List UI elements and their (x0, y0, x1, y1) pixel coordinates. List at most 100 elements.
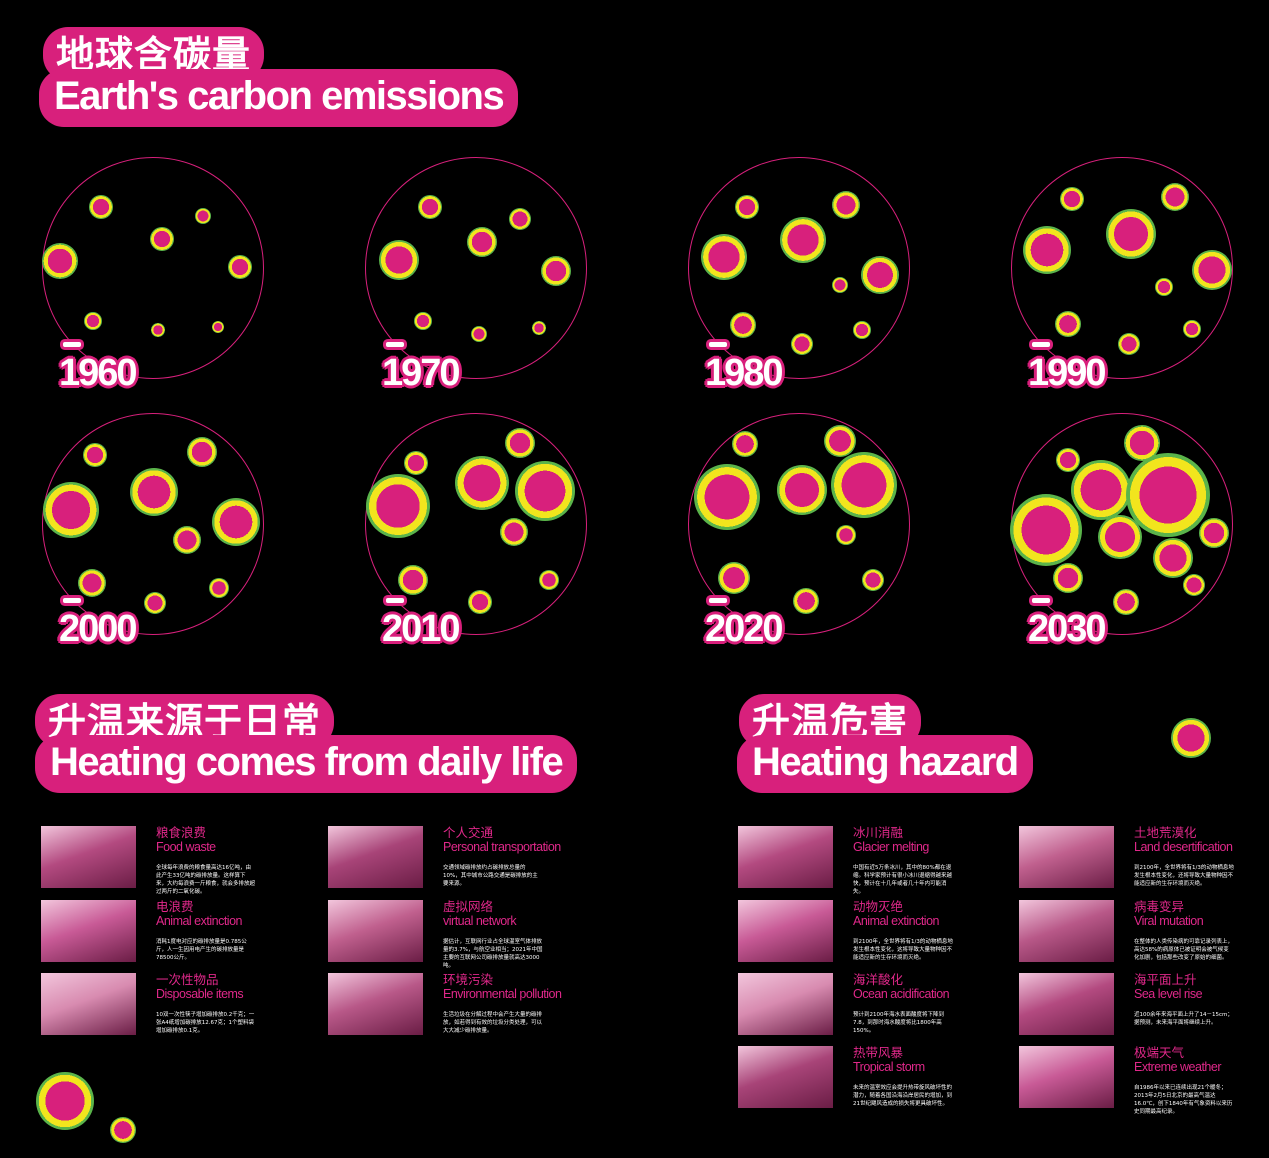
info-item: 极端天气 Extreme weather 自1986年以来已连续出现21个暖冬；… (1019, 1045, 1269, 1115)
carbon-bubble (780, 217, 826, 263)
year-label: 2010 (382, 608, 461, 650)
carbon-bubble (1060, 187, 1084, 211)
carbon-bubble (209, 578, 229, 598)
title-zh: 地球含碳量 (46, 30, 262, 78)
item-title-en: Environmental pollution (443, 987, 562, 1001)
circle-outline (365, 157, 587, 379)
info-item: 热带风暴 Tropical storm 未来的温室效应会提升热带旋风破坏性的潜力… (738, 1046, 1018, 1112)
carbon-bubble (832, 277, 848, 293)
item-title-en: Animal extinction (853, 914, 940, 928)
item-description: 中国有近5万条冰川，其中的80%都在退缩。科学家预计有很小冰川退缩得越来越快，预… (853, 865, 953, 895)
item-title-zh: 环境污染 (443, 972, 494, 987)
year-label: 2030 (1028, 608, 1107, 650)
carbon-bubble (532, 321, 546, 335)
carbon-bubble (212, 321, 224, 333)
item-title-en: Sea level rise (1134, 987, 1203, 1001)
info-item: 病毒变异 Viral mutation 在整体的人类传染病的可靠记录列表上，高达… (1019, 900, 1269, 966)
item-description: 预计到2100年海水表面酸度将下降到7.8，到那时海水酸度将比1800年高150… (853, 1012, 944, 1034)
carbon-bubble (541, 256, 571, 286)
carbon-bubble (471, 326, 487, 342)
carbon-bubble (777, 465, 827, 515)
year-dash (709, 598, 727, 603)
item-title-en: Land desertification (1134, 840, 1233, 854)
item-title-en: Extreme weather (1134, 1060, 1221, 1074)
carbon-bubble (173, 526, 201, 554)
carbon-bubble (144, 592, 166, 614)
carbon-bubble (468, 590, 492, 614)
carbon-bubble (862, 569, 884, 591)
item-photo (41, 973, 136, 1035)
item-photo (738, 900, 833, 962)
circle-outline (688, 157, 910, 379)
item-title-zh: 海洋酸化 (853, 972, 904, 987)
item-photo (1019, 900, 1114, 962)
carbon-bubble (1098, 515, 1142, 559)
section-hazard-title-en: Heating hazard (740, 738, 1030, 790)
carbon-bubble (1126, 453, 1210, 537)
item-photo (1019, 1046, 1114, 1108)
info-item: 海平面上升 Sea level rise 近100余年来海平面上升了14－15c… (1019, 973, 1269, 1039)
item-photo (738, 1046, 833, 1108)
info-item: 动物灭绝 Animal extinction 到2100年，全世界将有1/3的动… (738, 900, 1018, 966)
title-en: Earth's carbon emissions (42, 72, 516, 124)
carbon-bubble (735, 195, 759, 219)
carbon-bubble (130, 468, 178, 516)
item-title-en: Tropical storm (853, 1060, 925, 1074)
item-title-zh: 粮食浪费 (156, 825, 207, 840)
circle-outline (365, 413, 587, 635)
info-item: 环境污染 Environmental pollution 生活垃圾在分解过程中会… (328, 973, 608, 1039)
carbon-bubble (701, 234, 747, 280)
item-photo (328, 900, 423, 962)
year-dash (1032, 342, 1050, 347)
carbon-bubble (418, 195, 442, 219)
item-title-zh: 动物灭绝 (853, 899, 904, 914)
carbon-bubble (414, 312, 432, 330)
item-title-zh: 极端天气 (1134, 1045, 1185, 1060)
item-description: 生活垃圾在分解过程中会产生大量的碳排放，如若得到有效的垃圾分类处理，可以大大减少… (443, 1012, 543, 1034)
carbon-bubble (83, 443, 107, 467)
carbon-bubble (515, 461, 575, 521)
decorative-bubble (110, 1117, 136, 1143)
carbon-bubble (228, 255, 252, 279)
carbon-bubble (89, 195, 113, 219)
carbon-bubble (730, 312, 756, 338)
item-title-en: Viral mutation (1134, 914, 1204, 928)
item-photo (328, 973, 423, 1035)
item-title-zh: 虚拟网络 (443, 899, 494, 914)
carbon-bubble (793, 588, 819, 614)
item-title-zh: 电浪费 (156, 899, 194, 914)
carbon-bubble (791, 333, 813, 355)
circle-outline (42, 413, 264, 635)
circle-outline (1011, 157, 1233, 379)
item-title-en: Personal transportation (443, 840, 561, 854)
item-description: 未来的温室效应会提升热带旋风破坏性的潜力，随着各国沿海沿岸居民的增加，到21世纪… (853, 1085, 953, 1107)
carbon-bubble (509, 208, 531, 230)
item-title-zh: 热带风暴 (853, 1045, 904, 1060)
carbon-bubble (1106, 209, 1156, 259)
carbon-bubble (1053, 563, 1083, 593)
carbon-bubble (150, 227, 174, 251)
info-item: 个人交通 Personal transportation 交通领域碳排放约占碳排… (328, 826, 608, 892)
section-daily-title-en: Heating comes from daily life (38, 738, 575, 790)
year-dash (63, 342, 81, 347)
carbon-bubble (832, 191, 860, 219)
carbon-bubble (404, 451, 428, 475)
item-title-zh: 冰川消融 (853, 825, 904, 840)
year-dash (1032, 598, 1050, 603)
section-hazard-title-zh: 升温危害 (742, 697, 919, 745)
carbon-bubble (366, 474, 430, 538)
item-description: 自1986年以来已连续出现21个暖冬；2013年2月5日北京的最高气温达16.0… (1134, 1085, 1233, 1115)
carbon-bubble (1192, 250, 1232, 290)
carbon-bubble (1113, 589, 1139, 615)
item-description: 到2100年，全世界将有1/3的动物栖息地发生根本性变化，这将导致大量物种因不能… (853, 939, 953, 961)
carbon-bubble (1161, 183, 1189, 211)
carbon-bubble (824, 425, 856, 457)
item-photo (738, 973, 833, 1035)
item-photo (1019, 826, 1114, 888)
info-item: 一次性物品 Disposable items 10双一次性筷子增加碳排放0.2千… (41, 973, 321, 1039)
carbon-bubble (1183, 574, 1205, 596)
item-title-en: Food waste (156, 840, 216, 854)
decorative-bubble (1171, 718, 1211, 758)
carbon-bubble (1023, 226, 1071, 274)
item-title-zh: 一次性物品 (156, 972, 219, 987)
